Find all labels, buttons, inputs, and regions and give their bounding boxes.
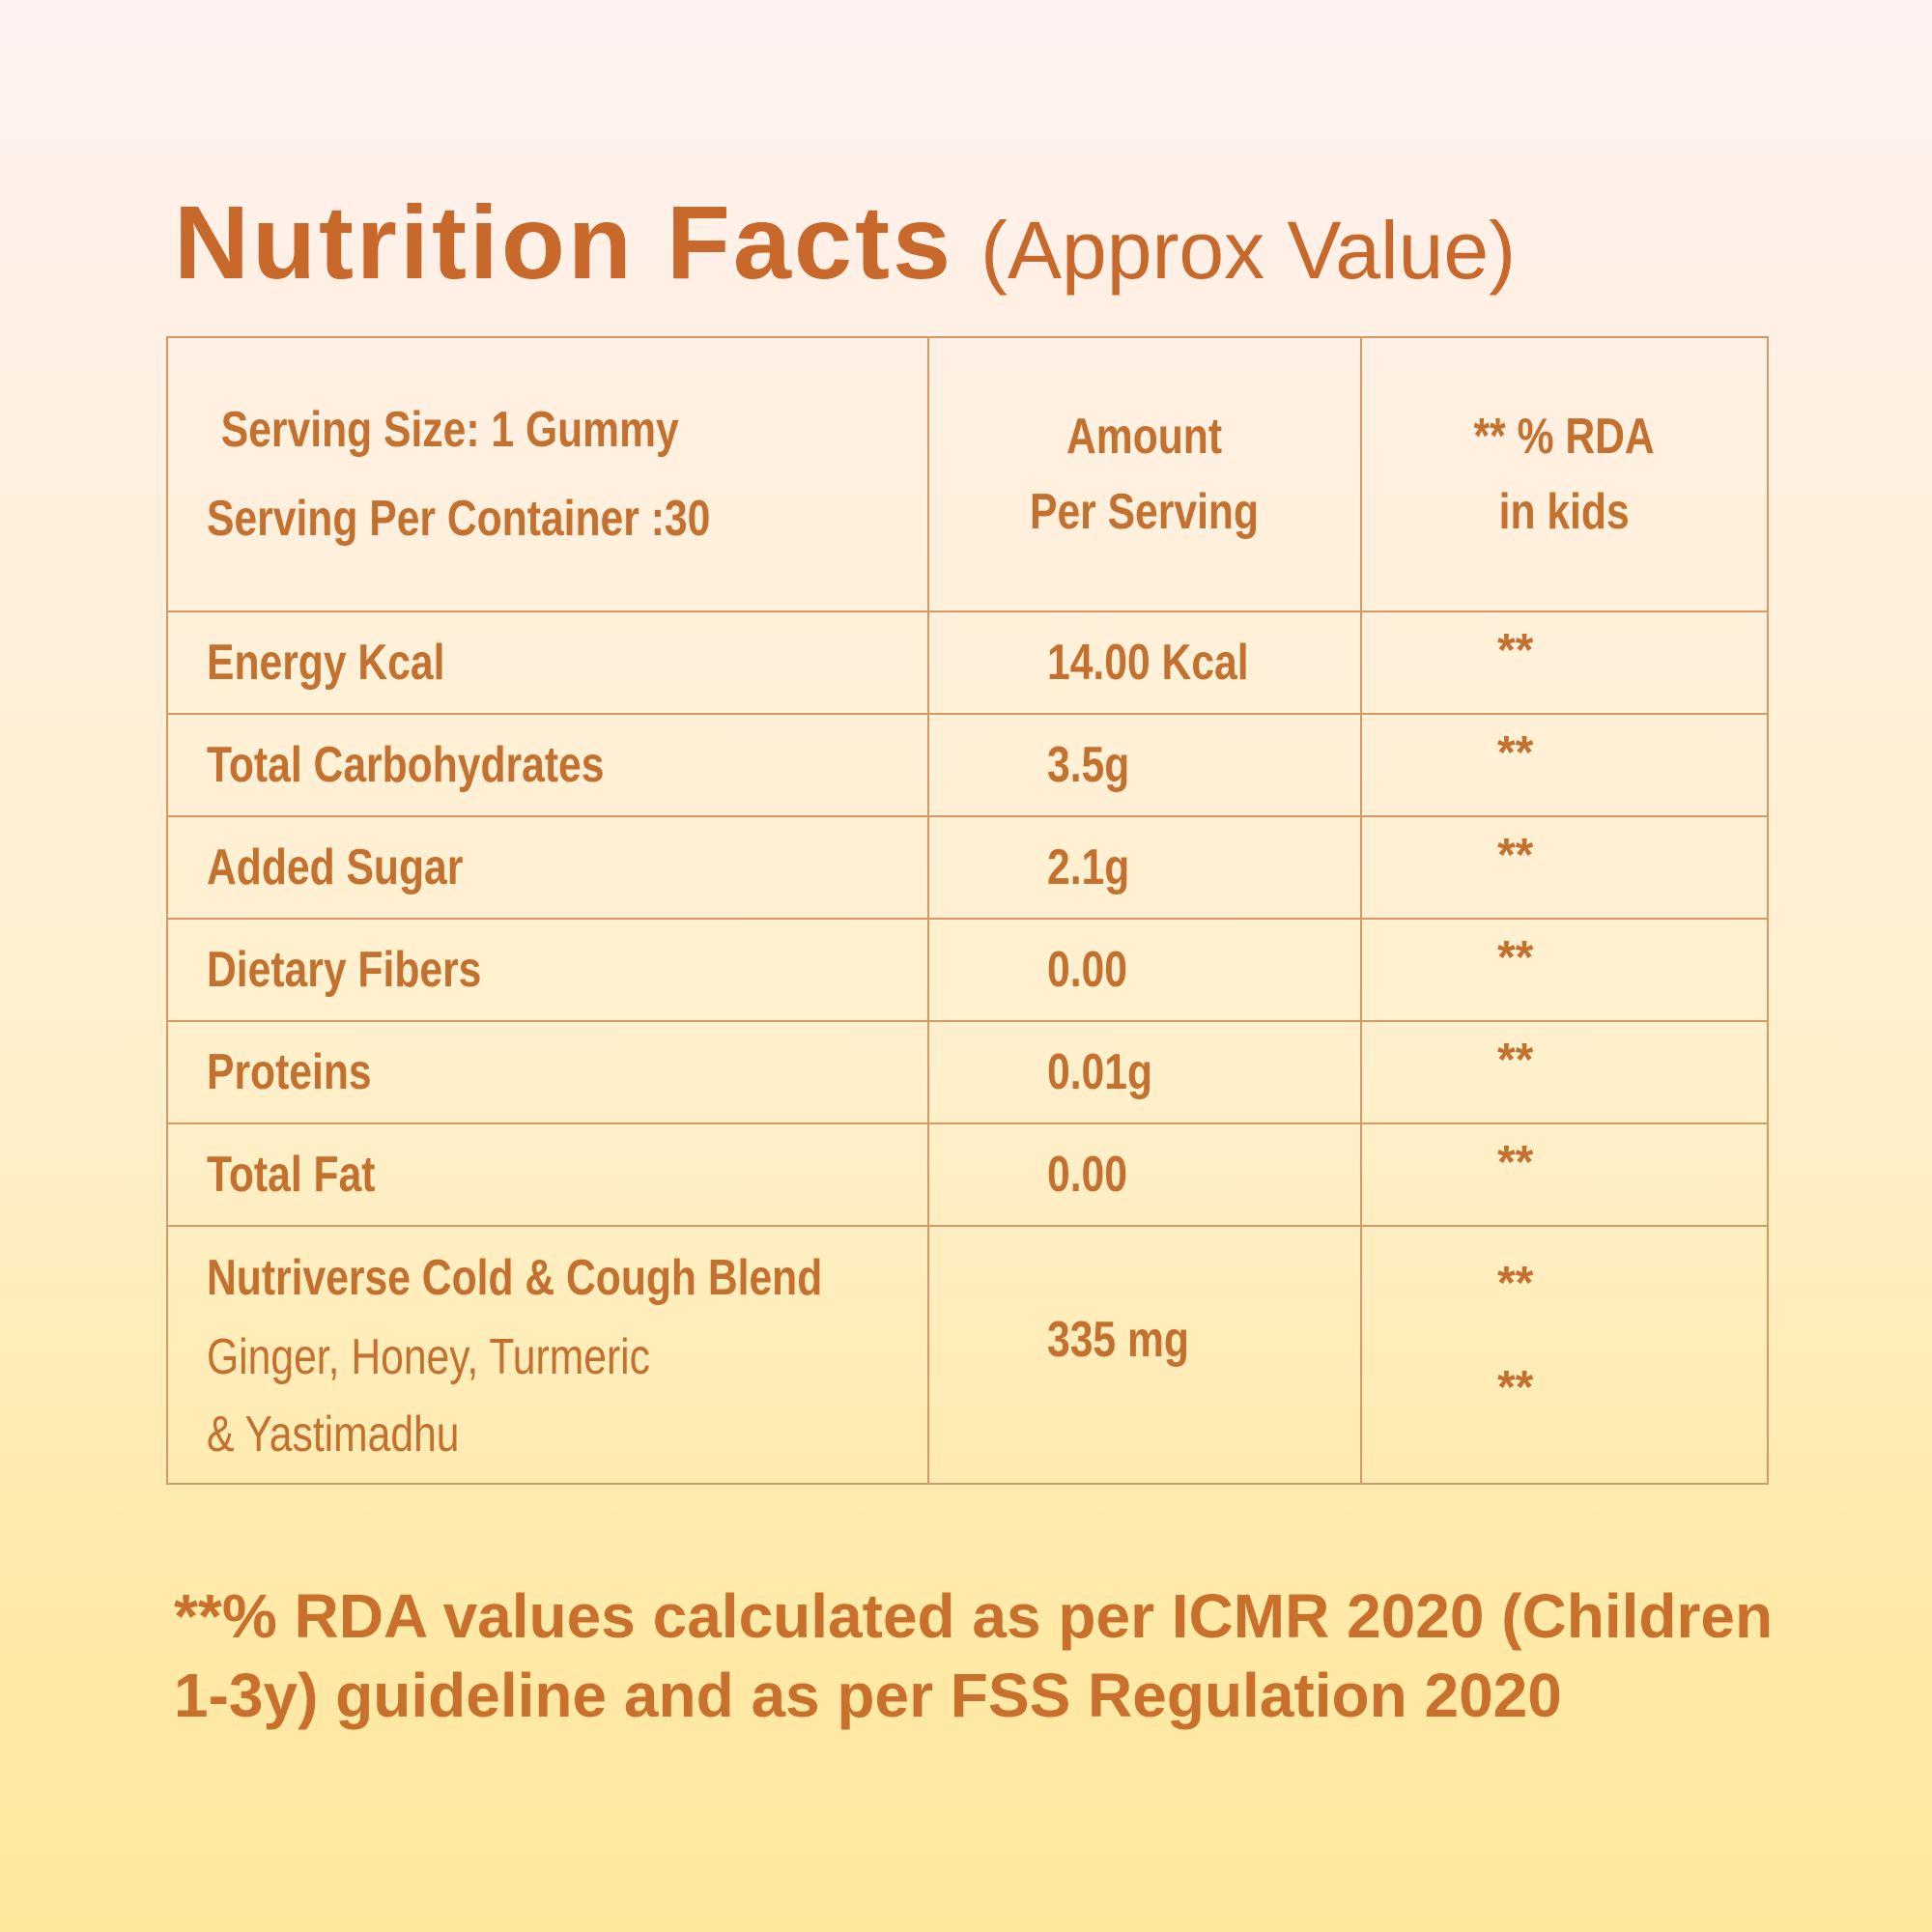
serving-info: Serving Size: 1 Gummy Serving Per Contai… bbox=[207, 385, 710, 563]
nutrient-name: Dietary Fibers bbox=[207, 942, 482, 998]
nutrient-name: Energy Kcal bbox=[207, 635, 445, 691]
nutrient-amount: 0.00 bbox=[1047, 942, 1127, 998]
blend-rda-1: ** bbox=[1497, 1257, 1534, 1309]
nutrition-table: Serving Size: 1 Gummy Serving Per Contai… bbox=[166, 336, 1769, 1485]
amount-header-line2: Per Serving bbox=[1030, 484, 1260, 540]
amount-header-cell: Amount Per Serving bbox=[927, 336, 1362, 612]
nutrient-amount: 0.00 bbox=[1047, 1147, 1127, 1203]
table-row: Dietary Fibers 0.00 ** bbox=[166, 918, 1769, 1022]
blend-amount-cell: 335 mg bbox=[927, 1225, 1362, 1485]
nutrient-name: Total Fat bbox=[207, 1147, 376, 1203]
nutrient-name: Total Carbohydrates bbox=[207, 737, 605, 793]
nutrient-rda: ** bbox=[1497, 1137, 1534, 1188]
serving-info-cell: Serving Size: 1 Gummy Serving Per Contai… bbox=[166, 336, 929, 612]
table-row: Total Fat 0.00 ** bbox=[166, 1122, 1769, 1227]
nutrient-rda: ** bbox=[1497, 1035, 1534, 1086]
rda-header-line2: in kids bbox=[1498, 484, 1631, 540]
blend-name-cell: Nutriverse Cold & Cough Blend Ginger, Ho… bbox=[166, 1225, 929, 1485]
rda-header-line1: ** % RDA bbox=[1473, 409, 1656, 465]
blend-rda-cell: ** ** bbox=[1360, 1225, 1769, 1485]
nutrient-rda: ** bbox=[1497, 625, 1534, 676]
nutrient-amount: 14.00 Kcal bbox=[1047, 635, 1249, 691]
blend-info: Nutriverse Cold & Cough Blend Ginger, Ho… bbox=[207, 1237, 822, 1473]
blend-ingredients-line2: & Yastimadhu bbox=[207, 1406, 460, 1463]
amount-header: Amount Per Serving bbox=[1030, 399, 1259, 550]
table-row: Added Sugar 2.1g ** bbox=[166, 815, 1769, 920]
nutrient-name: Proteins bbox=[207, 1044, 372, 1100]
title-main: Nutrition Facts bbox=[174, 184, 954, 300]
table-row: Energy Kcal 14.00 Kcal ** bbox=[166, 611, 1769, 715]
nutrient-name: Added Sugar bbox=[207, 839, 464, 895]
title-subtitle: (Approx Value) bbox=[980, 205, 1517, 296]
rda-footnote: **% RDA values calculated as per ICMR 20… bbox=[174, 1581, 1774, 1730]
page-title: Nutrition Facts (Approx Value) bbox=[174, 182, 1516, 302]
table-row: Proteins 0.01g ** bbox=[166, 1020, 1769, 1124]
nutrient-rda: ** bbox=[1497, 727, 1534, 779]
blend-amount: 335 mg bbox=[1047, 1311, 1189, 1368]
blend-ingredients-line1: Ginger, Honey, Turmeric bbox=[207, 1328, 650, 1385]
blend-name: Nutriverse Cold & Cough Blend bbox=[207, 1249, 823, 1306]
blend-rda-2: ** bbox=[1497, 1361, 1534, 1413]
table-header-row: Serving Size: 1 Gummy Serving Per Contai… bbox=[166, 336, 1769, 612]
table-row: Total Carbohydrates 3.5g ** bbox=[166, 713, 1769, 817]
amount-header-line1: Amount bbox=[1066, 409, 1223, 465]
rda-header: ** % RDA in kids bbox=[1474, 399, 1655, 550]
serving-per-container: Serving Per Container :30 bbox=[207, 491, 711, 547]
blend-row: Nutriverse Cold & Cough Blend Ginger, Ho… bbox=[166, 1225, 1769, 1485]
nutrient-amount: 2.1g bbox=[1047, 839, 1130, 895]
nutrient-rda: ** bbox=[1497, 932, 1534, 983]
rda-header-cell: ** % RDA in kids bbox=[1360, 336, 1769, 612]
nutrient-rda: ** bbox=[1497, 830, 1534, 881]
serving-size: Serving Size: 1 Gummy bbox=[220, 402, 679, 458]
nutrient-amount: 3.5g bbox=[1047, 737, 1130, 793]
nutrient-amount: 0.01g bbox=[1047, 1044, 1153, 1100]
